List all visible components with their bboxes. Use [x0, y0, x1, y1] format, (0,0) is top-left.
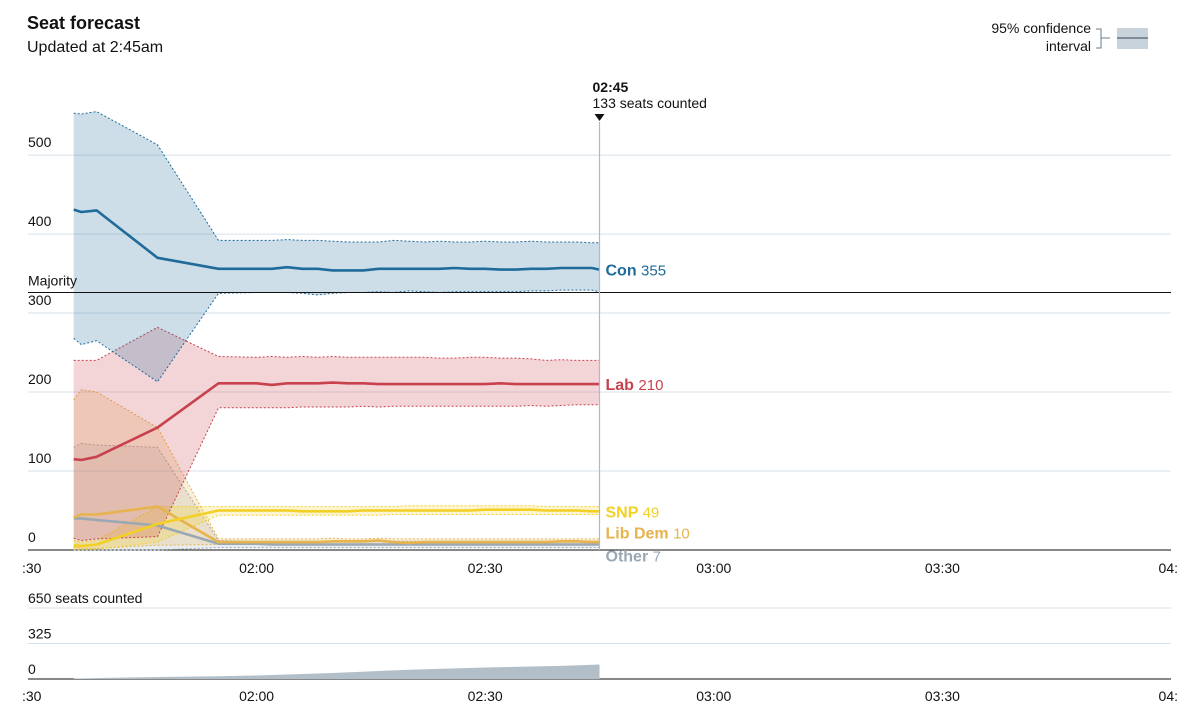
majority-label: Majority: [28, 273, 77, 289]
seats-counted-area: [73, 664, 600, 679]
con-confidence-band: [73, 111, 600, 382]
current-time-marker-arrow: [594, 114, 605, 121]
series-labels: Con 355 Lab 210 SNP 49 Lib Dem 10 Other 7: [606, 263, 690, 566]
other-forecast-line: [73, 517, 600, 546]
legend-text-line1: 95% confidence: [991, 20, 1091, 36]
snp-label-name: SNP: [606, 504, 643, 521]
x-tick-label-3: 03:00: [696, 688, 731, 704]
snp-band-upper-edge: [73, 505, 600, 543]
snp-band-lower-edge: [73, 514, 600, 550]
x-tick-label-0: :30: [22, 688, 42, 704]
snp-confidence-band: [73, 505, 600, 550]
x-tick-label-5: 04:: [1159, 560, 1178, 576]
other-band-lower-edge: [73, 547, 600, 551]
x-tick-label-4: 03:30: [925, 560, 960, 576]
y-tick-label-200: 200: [28, 371, 52, 387]
con-band-upper-edge: [73, 111, 600, 244]
lab-band-lower-edge: [73, 404, 600, 542]
main-y-tick-labels: 0 100 200 300 400 500: [28, 134, 52, 545]
y-tick-label-400: 400: [28, 213, 52, 229]
libdem-series-label: Lib Dem 10: [606, 525, 690, 542]
libdem-forecast-line: [73, 505, 600, 545]
x-tick-label-5: 04:: [1159, 688, 1178, 704]
counted-y-tick-label-650: 650 seats counted: [28, 590, 142, 606]
lab-confidence-band: [73, 327, 600, 541]
counted-y-tick-labels: 0 325 650 seats counted: [28, 590, 142, 677]
chart-subtitle: Updated at 2:45am: [27, 39, 164, 56]
counted-y-tick-label-325: 325: [28, 626, 52, 642]
x-tick-label-1: 02:00: [239, 688, 274, 704]
libdem-label-name: Lib Dem: [606, 525, 674, 542]
y-tick-label-300: 300: [28, 292, 52, 308]
legend-bracket: [1096, 28, 1110, 49]
marker-seats-counted: 133 seats counted: [593, 95, 707, 111]
forecast-lines: [73, 208, 600, 548]
other-confidence-band: [73, 443, 600, 550]
x-tick-label-4: 03:30: [925, 688, 960, 704]
snp-forecast-line: [73, 508, 600, 548]
libdem-confidence-band: [73, 389, 600, 549]
snp-label-value: 49: [643, 504, 660, 521]
lab-forecast-line: [73, 381, 600, 462]
x-tick-label-2: 02:30: [468, 560, 503, 576]
lab-label-value: 210: [638, 377, 663, 394]
lab-series-label: Lab 210: [606, 377, 664, 394]
x-tick-label-2: 02:30: [468, 688, 503, 704]
other-label-name: Other: [606, 548, 653, 565]
con-forecast-line: [73, 208, 600, 272]
x-tick-label-0: :30: [22, 560, 42, 576]
other-series-label: Other 7: [606, 548, 661, 565]
con-series-label: Con 355: [606, 263, 667, 280]
counted-y-tick-label-0: 0: [28, 661, 36, 677]
y-tick-label-500: 500: [28, 134, 52, 150]
con-label-name: Con: [606, 263, 642, 280]
counted-x-tick-labels: :30 02:00 02:30 03:00 03:30 04:: [22, 688, 1178, 704]
snp-series-label: SNP 49: [606, 504, 660, 521]
chart-title: Seat forecast: [27, 13, 141, 33]
other-label-value: 7: [653, 548, 661, 565]
lab-label-name: Lab: [606, 377, 639, 394]
libdem-band-upper-edge: [73, 389, 600, 540]
libdem-label-value: 10: [673, 525, 690, 542]
legend-text-line2: interval: [1046, 38, 1091, 54]
x-tick-label-1: 02:00: [239, 560, 274, 576]
confidence-bands: [73, 111, 600, 551]
y-tick-label-100: 100: [28, 450, 52, 466]
marker-time: 02:45: [593, 79, 629, 95]
main-x-tick-labels: :30 02:00 02:30 03:00 03:30 04:: [22, 560, 1178, 576]
x-tick-label-3: 03:00: [696, 560, 731, 576]
con-label-value: 355: [641, 263, 666, 280]
legend: 95% confidence interval: [991, 20, 1148, 54]
lab-band-upper-edge: [73, 326, 600, 361]
y-tick-label-0: 0: [28, 529, 36, 545]
